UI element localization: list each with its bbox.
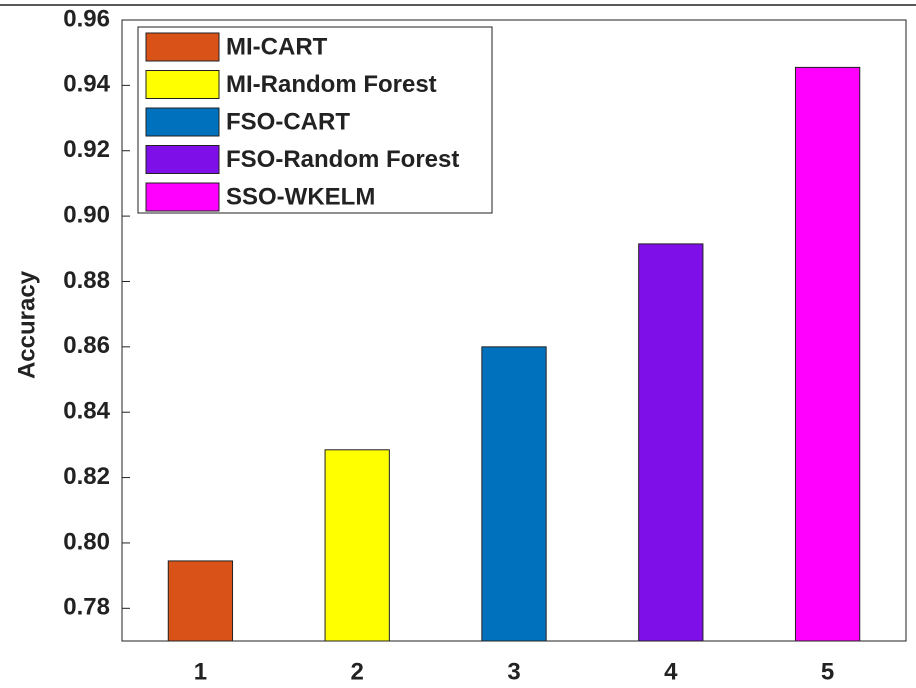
y-tick-label: 0.92 bbox=[63, 136, 110, 163]
y-tick-label: 0.84 bbox=[63, 398, 110, 425]
x-tick-label: 5 bbox=[821, 658, 834, 685]
y-tick-label: 0.94 bbox=[63, 71, 110, 98]
legend-swatch bbox=[145, 107, 220, 137]
legend-swatch bbox=[145, 70, 220, 99]
y-tick-label: 0.82 bbox=[63, 463, 110, 490]
y-tick-label: 0.78 bbox=[63, 594, 110, 621]
x-tick-label: 4 bbox=[664, 658, 678, 685]
bar bbox=[638, 243, 704, 642]
bar bbox=[794, 66, 861, 642]
legend-label: MI-CART bbox=[226, 33, 328, 60]
legend-label: FSO-Random Forest bbox=[226, 146, 459, 173]
y-axis-label: Accuracy bbox=[13, 270, 40, 379]
legend-swatch bbox=[145, 32, 220, 62]
y-tick-label: 0.96 bbox=[63, 5, 110, 32]
bar bbox=[167, 560, 234, 642]
legend-swatch bbox=[145, 182, 220, 212]
plot-frame bbox=[121, 19, 907, 642]
y-tick-label: 0.80 bbox=[63, 528, 110, 555]
legend-label: FSO-CART bbox=[226, 108, 350, 135]
y-tick-label: 0.86 bbox=[63, 332, 110, 359]
bar bbox=[481, 346, 547, 642]
legend-label: MI-Random Forest bbox=[226, 71, 437, 98]
bar bbox=[324, 449, 390, 642]
legend-label: SSO-WKELM bbox=[226, 183, 375, 210]
legend-swatch bbox=[145, 145, 220, 174]
x-tick-label: 2 bbox=[351, 658, 364, 685]
x-tick-label: 1 bbox=[194, 658, 207, 685]
y-tick-label: 0.90 bbox=[63, 201, 110, 228]
x-tick-label: 3 bbox=[507, 658, 520, 685]
y-tick-label: 0.88 bbox=[63, 267, 110, 294]
